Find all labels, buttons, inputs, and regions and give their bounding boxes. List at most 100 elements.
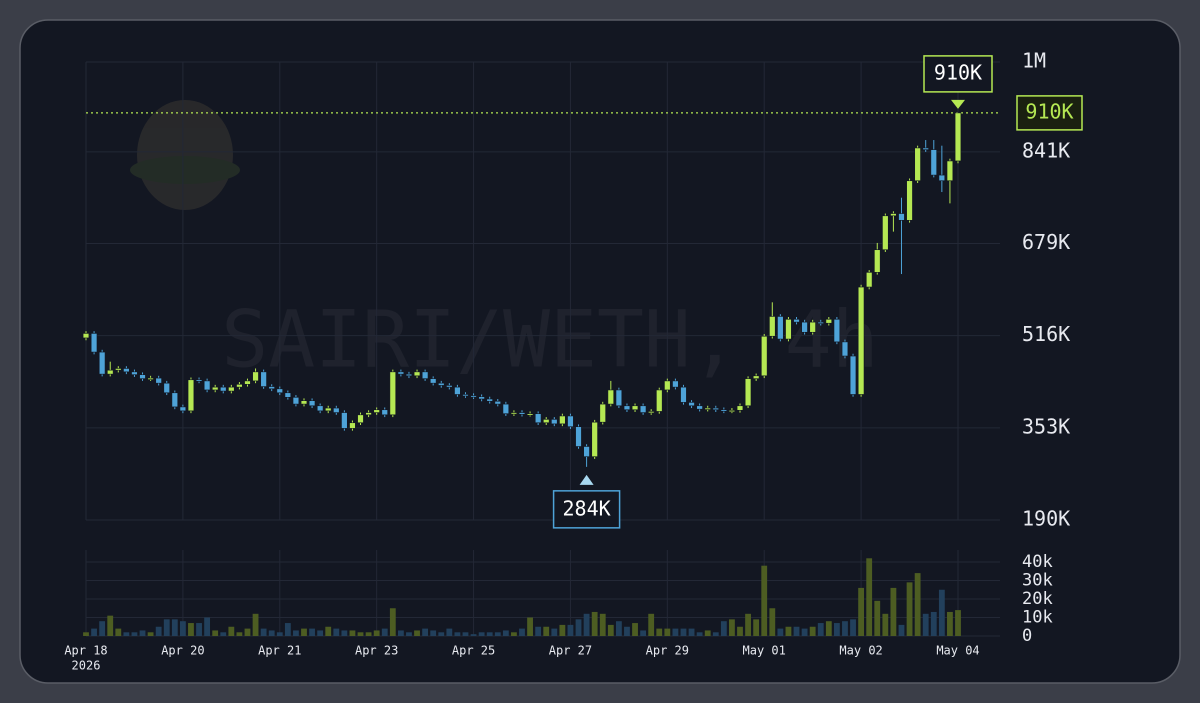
candle-body — [954, 112, 962, 162]
candle-body — [583, 446, 590, 457]
volume-bar — [567, 624, 574, 636]
candle-body — [865, 272, 873, 288]
volume-bar — [317, 630, 324, 636]
min-marker-box — [552, 490, 621, 529]
candle-body — [631, 405, 639, 411]
volume-bar — [519, 628, 525, 636]
volume-bar — [624, 626, 630, 636]
volume-bar — [486, 632, 493, 636]
candle-body — [486, 398, 493, 402]
volume-bar — [462, 632, 469, 636]
volume-bar — [414, 630, 420, 636]
volume-bar — [430, 630, 437, 636]
volume-bar — [179, 621, 186, 636]
candle-body — [769, 316, 776, 337]
x-tick-label: May 01 — [743, 644, 786, 658]
max-marker-arrow — [951, 99, 965, 109]
candle-body — [171, 392, 179, 408]
volume-tick-label: 10k — [1022, 608, 1053, 628]
candle-body — [849, 355, 857, 395]
candle-body — [785, 318, 792, 340]
y-tick-label: 1M — [1022, 49, 1046, 73]
candle-body — [841, 341, 849, 357]
candle-body — [284, 392, 292, 398]
candle-body — [672, 380, 679, 388]
candle-body — [559, 415, 566, 425]
candle-body — [510, 412, 518, 415]
y-tick-label: 353K — [1022, 414, 1070, 438]
volume-bar — [365, 632, 372, 636]
candle-body — [647, 411, 655, 414]
volume-bar — [591, 611, 598, 636]
y-tick-label: 679K — [1022, 230, 1070, 254]
y-tick-label: 516K — [1022, 322, 1070, 346]
candle-body — [421, 371, 429, 379]
volume-tick-label: 0 — [1022, 626, 1032, 646]
volume-bar — [729, 619, 735, 636]
volume-bar — [276, 632, 283, 636]
candle-body — [914, 147, 921, 182]
volume-bar — [696, 632, 703, 636]
volume-bar — [139, 630, 146, 636]
volume-bar — [599, 613, 606, 636]
x-tick-label: May 02 — [839, 644, 882, 658]
candle-body — [308, 400, 316, 407]
candle-body — [333, 407, 340, 413]
volume-bar — [947, 611, 953, 636]
candle-body — [946, 160, 954, 182]
candle-body — [817, 321, 824, 324]
candle-body — [454, 386, 461, 395]
x-tick-label: Apr 21 — [258, 644, 301, 658]
candle-body — [801, 321, 808, 333]
volume-bar — [325, 626, 332, 636]
candle-body — [195, 379, 203, 382]
candle-body — [720, 409, 728, 412]
candle-body — [107, 369, 114, 375]
volume-bar — [397, 630, 404, 636]
candle-body — [890, 213, 897, 217]
max-marker-label: 910K — [934, 60, 982, 84]
volume-bar — [470, 634, 477, 636]
volume-bar — [575, 619, 582, 636]
candle-body — [131, 371, 138, 375]
candle-body — [704, 407, 711, 410]
volume-bar — [147, 632, 154, 636]
volume-bar — [204, 617, 211, 636]
volume-bar — [293, 630, 299, 636]
candle-body — [82, 333, 90, 339]
volume-bar — [131, 632, 138, 636]
candle-body — [252, 371, 259, 382]
year-label: 2026 — [72, 659, 101, 673]
volume-bar — [438, 632, 445, 636]
candle-body — [518, 412, 526, 415]
volume-bar — [163, 619, 170, 636]
candle-body — [90, 333, 98, 353]
candle-body — [389, 371, 397, 416]
candle-body — [543, 419, 550, 424]
x-tick-label: Apr 23 — [355, 644, 398, 658]
max-marker-box — [923, 55, 993, 93]
candle-body — [429, 378, 437, 384]
volume-bar — [688, 628, 695, 636]
x-tick-label: May 04 — [936, 644, 979, 658]
candle-body — [906, 180, 913, 221]
candle-body — [696, 405, 703, 410]
volume-bar — [494, 632, 501, 636]
candle-body — [752, 375, 760, 379]
panel — [19, 19, 1181, 684]
volume-bar — [801, 628, 808, 636]
volume-bar — [745, 613, 751, 636]
volume-bar — [712, 632, 719, 636]
candle-body — [413, 371, 421, 377]
candle-body — [438, 382, 445, 386]
candle-body — [325, 407, 332, 412]
candle-body — [203, 380, 211, 391]
candle-body — [728, 410, 736, 413]
candle-body — [938, 174, 946, 182]
volume-bar — [406, 632, 412, 636]
candle-body — [260, 371, 267, 387]
volume-bar — [349, 630, 356, 636]
candle-body — [551, 419, 558, 425]
candle-body — [898, 213, 905, 221]
